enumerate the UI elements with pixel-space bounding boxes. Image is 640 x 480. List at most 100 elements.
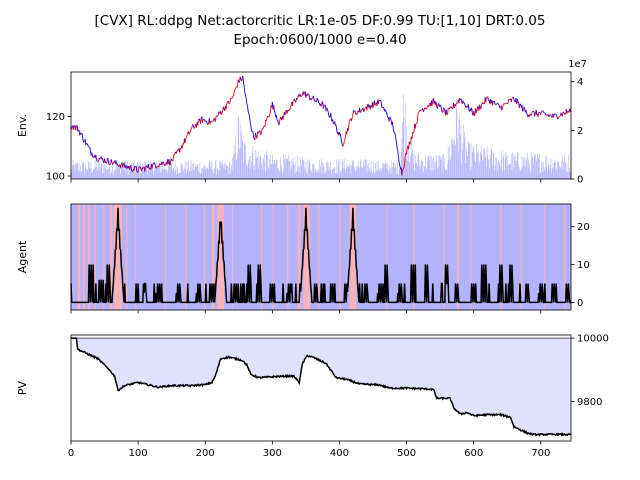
price-segment xyxy=(479,104,481,110)
price-segment xyxy=(563,112,565,114)
env-ylabel: Env. xyxy=(16,114,29,137)
price-segment xyxy=(404,156,406,165)
price-segment xyxy=(102,158,104,162)
pv-area-fill xyxy=(71,338,571,436)
price-segment xyxy=(310,98,313,101)
price-segment xyxy=(381,106,383,108)
price-segment xyxy=(398,162,401,166)
env-panel: 100 120 0 2 4 Env. 1e7 xyxy=(16,59,587,186)
price-segment xyxy=(411,132,414,140)
price-segment xyxy=(278,120,281,126)
price-segment xyxy=(561,111,564,117)
price-segment xyxy=(359,111,362,113)
price-segment xyxy=(485,97,487,103)
price-segment xyxy=(496,102,498,105)
price-segment xyxy=(401,169,403,176)
price-segment xyxy=(498,104,501,109)
price-segment xyxy=(296,97,299,100)
price-segment xyxy=(341,139,343,145)
action-bg-span xyxy=(94,204,96,310)
price-segment xyxy=(510,97,513,103)
price-segment xyxy=(268,114,271,117)
agent-y2tick-label: 0 xyxy=(577,298,583,309)
price-segment xyxy=(475,110,478,114)
price-segment xyxy=(414,123,417,129)
price-segment xyxy=(316,98,319,101)
action-bg-span xyxy=(297,204,301,310)
price-segment xyxy=(221,110,224,113)
price-segment xyxy=(380,100,383,108)
price-segment xyxy=(377,100,380,105)
price-segment xyxy=(317,99,320,104)
price-segment xyxy=(543,111,545,114)
action-bg-span xyxy=(211,204,215,310)
price-segment xyxy=(256,132,259,139)
price-segment xyxy=(218,111,220,114)
price-segment xyxy=(397,150,399,158)
price-segment xyxy=(177,149,179,151)
price-segment xyxy=(442,107,444,113)
price-segment xyxy=(473,114,476,117)
pv-ylabel: PV xyxy=(16,380,29,395)
price-segment xyxy=(425,108,428,110)
env-y2tick-label: 2 xyxy=(577,126,583,137)
price-segment xyxy=(244,92,246,96)
price-segment xyxy=(81,135,84,141)
price-segment xyxy=(265,117,268,122)
price-segment xyxy=(384,109,387,112)
price-segment xyxy=(392,121,394,128)
price-segment xyxy=(418,110,421,112)
price-segment xyxy=(530,111,533,116)
price-segment xyxy=(280,116,282,119)
price-segment xyxy=(348,120,350,125)
price-segment xyxy=(409,142,411,145)
price-segment xyxy=(239,76,242,80)
price-segment xyxy=(335,125,338,131)
price-segment xyxy=(502,104,504,110)
price-segment xyxy=(339,133,342,137)
price-segment xyxy=(398,157,400,163)
price-segment xyxy=(440,105,442,110)
price-segment xyxy=(84,139,87,146)
price-segment xyxy=(155,167,158,169)
price-segment xyxy=(260,131,263,136)
price-segment xyxy=(108,162,110,165)
price-segment xyxy=(120,163,122,169)
price-segment xyxy=(231,96,234,99)
x-tick-label: 400 xyxy=(330,448,349,459)
price-segment xyxy=(264,119,267,127)
agent-frame xyxy=(70,203,572,311)
price-segment xyxy=(360,109,363,112)
action-bg-span xyxy=(164,204,166,310)
price-segment xyxy=(312,95,315,100)
price-segment xyxy=(282,115,285,120)
price-segment xyxy=(445,109,448,115)
price-segment xyxy=(236,79,239,88)
price-segment xyxy=(257,131,260,134)
price-segment xyxy=(232,95,234,98)
price-segment xyxy=(501,108,503,111)
chart-title-line1: [CVX] RL:ddpg Net:actorcritic LR:1e-05 D… xyxy=(95,13,546,29)
price-segment xyxy=(153,162,156,165)
price-segment xyxy=(327,111,330,115)
price-segment xyxy=(540,111,542,115)
price-segment xyxy=(106,158,108,164)
price-segment xyxy=(95,154,97,161)
price-segment xyxy=(288,109,291,111)
price-segment xyxy=(566,110,569,114)
price-segment xyxy=(394,132,396,135)
price-segment xyxy=(188,132,191,135)
price-segment xyxy=(203,118,205,121)
price-segment xyxy=(463,102,466,105)
price-segment xyxy=(366,104,369,111)
price-segment xyxy=(343,139,346,143)
price-segment xyxy=(526,112,528,116)
price-segment xyxy=(313,98,316,102)
price-segment xyxy=(292,100,294,107)
price-segment xyxy=(247,105,249,112)
price-segment xyxy=(303,92,305,96)
price-segment xyxy=(122,165,124,168)
price-segment xyxy=(494,101,496,105)
price-segment xyxy=(248,113,250,116)
price-segment xyxy=(154,164,156,166)
